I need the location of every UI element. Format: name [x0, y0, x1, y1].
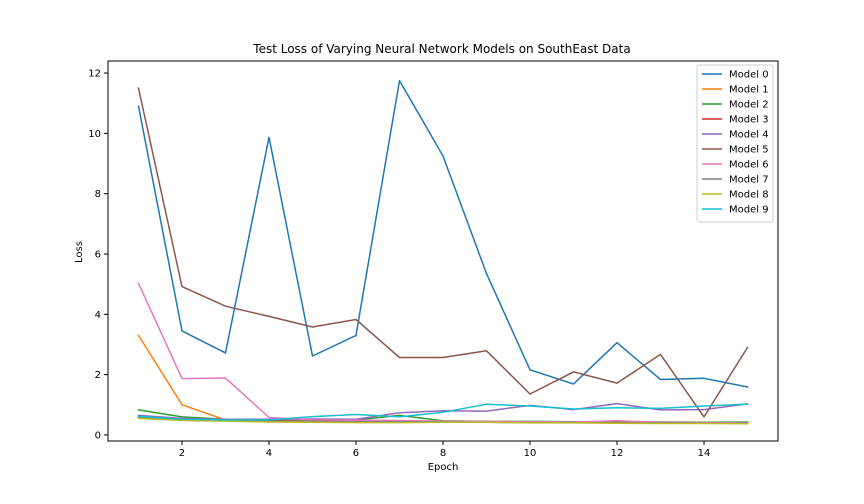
x-tick-label: 4	[266, 448, 272, 459]
x-tick-label: 10	[524, 448, 537, 459]
legend: Model 0 Model 1 Model 2 Model 3 Model 4 Model…	[696, 64, 774, 223]
legend-entry-label: Model 3	[729, 115, 769, 126]
legend-entry-label: Model 2	[729, 100, 769, 111]
series-line-model-0	[137, 79, 749, 388]
legend-entry-label: Model 7	[729, 175, 769, 186]
legend-entry-label: Model 1	[729, 85, 769, 96]
y-tick-label: 6	[95, 250, 101, 261]
plot-area	[137, 79, 749, 425]
series-line-model-5	[137, 87, 749, 418]
series-line-model-9	[137, 403, 749, 421]
series-line-model-4	[137, 402, 749, 421]
y-tick-label: 0	[95, 430, 101, 441]
x-tick-label: 12	[611, 448, 624, 459]
y-tick-label: 10	[88, 129, 101, 140]
y-tick-label: 12	[88, 69, 101, 80]
x-tick-label: 14	[698, 448, 711, 459]
legend-entry-label: Model 5	[729, 145, 769, 156]
legend-entry-label: Model 9	[729, 205, 769, 216]
x-tick-label: 6	[353, 448, 359, 459]
y-tick-label: 2	[95, 370, 101, 381]
y-tick-label: 8	[95, 189, 101, 200]
x-axis-label: Epoch	[428, 462, 459, 473]
plot-frame	[107, 60, 779, 442]
legend-entry-label: Model 4	[729, 130, 769, 141]
chart-title: Test Loss of Varying Neural Network Mode…	[252, 42, 630, 56]
legend-entry-label: Model 0	[729, 70, 769, 81]
series-line-model-6	[137, 282, 749, 424]
legend-entry-label: Model 8	[729, 190, 769, 201]
x-tick-label: 8	[440, 448, 446, 459]
legend-entry-label: Model 6	[729, 160, 769, 171]
y-axis-label: Loss	[74, 241, 85, 263]
x-tick-label: 2	[179, 448, 185, 459]
series-line-model-8	[137, 417, 749, 425]
y-tick-label: 4	[95, 310, 101, 321]
